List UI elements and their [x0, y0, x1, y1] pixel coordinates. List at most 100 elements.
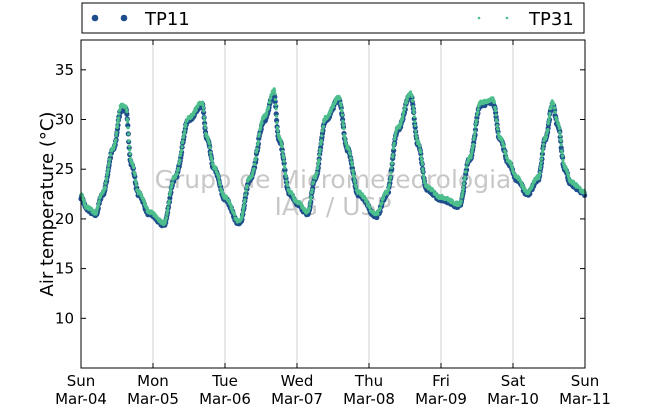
data-point-tp31: [127, 139, 131, 143]
x-tick-label-day: Sat: [501, 372, 526, 390]
data-point-tp31: [469, 152, 474, 157]
data-point-tp31: [207, 142, 211, 146]
data-point-tp31: [311, 180, 316, 184]
data-point-tp31: [494, 109, 498, 113]
data-point-tp31: [124, 105, 128, 109]
data-point-tp31: [259, 124, 263, 128]
data-point-tp31: [281, 149, 285, 153]
data-point-tp31: [553, 110, 558, 114]
data-point-tp31: [352, 175, 356, 179]
data-point-tp31: [353, 180, 357, 184]
data-point-tp31: [218, 183, 222, 187]
data-point-tp31: [381, 196, 386, 200]
data-point-tp31: [176, 166, 180, 170]
data-point-tp31: [473, 125, 477, 129]
data-point-tp31: [389, 171, 393, 175]
data-point-tp31: [274, 103, 278, 107]
data-point-tp31: [559, 143, 563, 147]
x-tick-label-day: Thu: [354, 372, 383, 390]
data-point-tp31: [128, 152, 132, 156]
data-point-tp31: [344, 142, 348, 147]
data-point-tp31: [475, 118, 479, 122]
data-point-tp31: [273, 89, 277, 93]
data-point-tp31: [341, 119, 345, 123]
data-point-tp31: [420, 160, 424, 164]
data-point-tp31: [118, 108, 122, 112]
data-point-tp31: [410, 94, 414, 99]
data-point-tp31: [553, 106, 557, 110]
data-point-tp31: [201, 103, 205, 107]
data-point-tp31: [109, 153, 113, 157]
y-tick-label: 15: [55, 260, 74, 278]
data-point-tp31: [423, 181, 427, 185]
legend-marker-tp11: [91, 14, 99, 22]
data-point-tp31: [461, 187, 465, 192]
data-point-tp31: [390, 161, 394, 165]
watermark-line-1: Grupo de Micrometeorologia: [155, 165, 512, 194]
data-point-tp31: [476, 110, 480, 115]
data-point-tp31: [349, 156, 353, 160]
data-point-tp31: [476, 107, 480, 111]
data-point-tp31: [182, 135, 186, 139]
legend-label-tp31: TP31: [528, 9, 574, 30]
data-point-tp31: [421, 167, 425, 171]
data-point-tp31: [270, 92, 274, 96]
data-point-tp31: [208, 145, 212, 149]
data-point-tp31: [183, 128, 187, 133]
data-point-tp31: [560, 154, 565, 158]
data-point-tp31: [192, 112, 196, 116]
data-point-tp31: [116, 118, 120, 123]
data-point-tp31: [547, 114, 552, 118]
data-point-tp31: [388, 179, 392, 183]
data-point-tp31: [462, 182, 466, 186]
data-point-tp31: [411, 104, 415, 109]
data-point-tp31: [133, 173, 137, 177]
data-point-tp31: [265, 111, 269, 115]
data-point-tp31: [413, 123, 417, 128]
data-point-tp11: [167, 195, 173, 201]
data-point-tp31: [254, 155, 258, 160]
data-point-tp31: [168, 189, 173, 193]
data-point-tp31: [354, 185, 358, 189]
data-point-tp31: [107, 161, 111, 165]
data-point-tp31: [284, 179, 289, 183]
data-point-tp31: [342, 127, 346, 131]
data-point-tp31: [413, 120, 417, 124]
data-point-tp31: [539, 164, 543, 168]
data-point-tp31: [404, 101, 409, 105]
data-point-tp31: [174, 175, 178, 179]
data-point-tp31: [561, 158, 565, 162]
data-point-tp31: [361, 192, 365, 196]
data-point-tp31: [405, 97, 409, 102]
data-point-tp31: [117, 112, 121, 116]
series-tp31: [79, 87, 587, 227]
data-point-tp31: [114, 133, 118, 138]
data-point-tp31: [131, 162, 135, 166]
data-point-tp31: [275, 121, 279, 125]
data-point-tp31: [494, 113, 498, 117]
data-point-tp31: [502, 144, 506, 149]
data-point-tp31: [180, 145, 184, 149]
data-point-tp31: [385, 192, 389, 196]
data-point-tp31: [504, 152, 508, 156]
data-point-tp31: [126, 126, 130, 130]
data-point-tp31: [418, 144, 422, 148]
data-point-tp31: [399, 121, 403, 126]
data-point-tp31: [414, 132, 418, 136]
data-point-tp31: [419, 155, 423, 159]
data-point-tp31: [412, 108, 416, 112]
data-point-tp31: [368, 205, 372, 209]
data-point-tp31: [358, 189, 362, 194]
data-point-tp31: [292, 195, 296, 199]
data-point-tp31: [203, 123, 207, 127]
data-point-tp31: [557, 126, 562, 130]
data-point-tp31: [321, 124, 325, 128]
data-point-tp31: [202, 109, 206, 113]
data-point-tp31: [279, 139, 283, 144]
data-point-tp31: [339, 101, 343, 105]
data-point-tp31: [365, 199, 369, 203]
data-point-tp31: [552, 102, 556, 106]
legend-marker-tp11: [120, 14, 128, 22]
data-point-tp31: [544, 135, 548, 139]
y-axis: 10 15 20 25 30 35: [55, 61, 585, 327]
